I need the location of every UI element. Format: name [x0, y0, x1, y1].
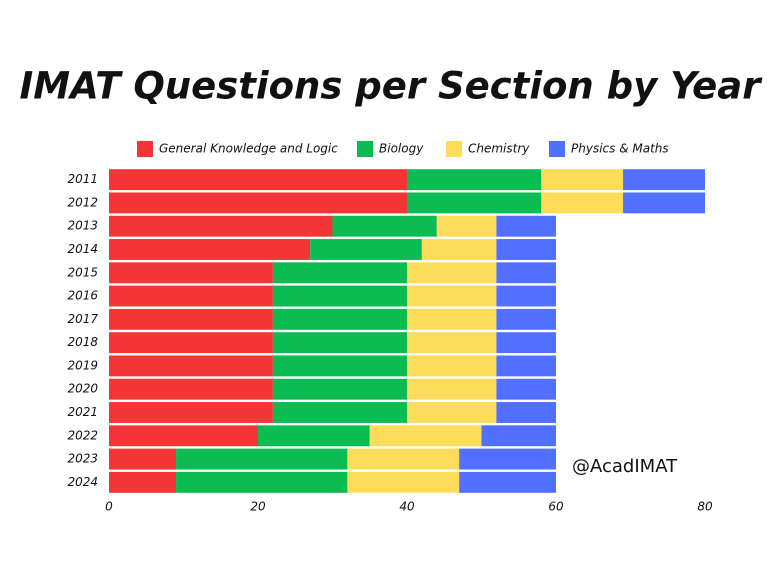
- bar-segment: [176, 448, 348, 470]
- bar-segment: [407, 332, 497, 354]
- y-tick-label: 2021: [67, 405, 98, 419]
- bar-segment: [109, 239, 311, 260]
- legend-label: Biology: [379, 142, 424, 156]
- bar-segment: [176, 471, 348, 493]
- bar-segment: [407, 378, 497, 400]
- bar-segment: [623, 192, 705, 214]
- bar-segment: [272, 355, 407, 377]
- legend-swatch: [549, 141, 565, 157]
- bar-segment: [332, 215, 437, 237]
- legend-label: Physics & Maths: [571, 142, 669, 156]
- bar-segment: [496, 262, 556, 284]
- legend-swatch: [446, 141, 462, 157]
- bar-segment: [272, 402, 407, 423]
- bar-segment: [623, 169, 705, 191]
- bar-segment: [109, 471, 177, 493]
- bar-segment: [272, 285, 407, 307]
- bar-segment: [496, 285, 556, 307]
- y-tick-label: 2023: [67, 452, 98, 466]
- x-tick-label: 60: [548, 500, 564, 514]
- bar-segment: [109, 262, 273, 284]
- bar-segment: [109, 192, 407, 214]
- bar-segment: [272, 308, 407, 330]
- bar-segment: [272, 378, 407, 400]
- bar-segment: [258, 425, 370, 447]
- bar-segment: [347, 448, 460, 470]
- x-tick-label: 0: [105, 500, 113, 514]
- bar-segment: [407, 285, 497, 307]
- y-tick-label: 2024: [67, 475, 98, 489]
- y-tick-label: 2012: [67, 195, 98, 209]
- bar-segment: [407, 308, 497, 330]
- bar-segment: [459, 471, 556, 493]
- bar-segment: [109, 448, 177, 470]
- x-tick-label: 20: [250, 500, 266, 514]
- bar-segment: [109, 332, 273, 354]
- x-tick-label: 40: [399, 500, 415, 514]
- bar-segment: [407, 169, 542, 191]
- bar-segment: [496, 215, 556, 237]
- x-tick-label: 80: [697, 500, 713, 514]
- bar-segment: [109, 169, 407, 191]
- bar-segment: [272, 332, 407, 354]
- bar-segment: [272, 262, 407, 284]
- y-tick-label: 2022: [67, 428, 98, 442]
- bar-segment: [407, 402, 497, 423]
- bar-segment: [496, 402, 556, 423]
- y-tick-label: 2019: [67, 358, 98, 372]
- y-tick-label: 2011: [67, 172, 98, 186]
- bar-segment: [407, 262, 497, 284]
- bar-segment: [347, 471, 460, 493]
- legend-swatch: [357, 141, 373, 157]
- annotation: @AcadIMAT: [572, 456, 678, 477]
- bar-segment: [109, 378, 273, 400]
- y-tick-label: 2013: [67, 219, 98, 233]
- bar-segment: [109, 215, 333, 237]
- legend-label: Chemistry: [468, 142, 530, 156]
- y-tick-label: 2020: [67, 382, 98, 396]
- bar-segment: [109, 285, 273, 307]
- legend-label: General Knowledge and Logic: [159, 142, 338, 156]
- bar-segment: [109, 425, 258, 447]
- bar-segment: [109, 308, 273, 330]
- y-tick-label: 2015: [67, 265, 98, 279]
- bar-segment: [496, 239, 556, 260]
- y-tick-label: 2018: [67, 335, 98, 349]
- chart-title: IMAT Questions per Section by Year: [20, 65, 764, 108]
- bar-segment: [436, 215, 497, 237]
- y-tick-label: 2014: [67, 242, 98, 256]
- bar-segment: [496, 308, 556, 330]
- bar-segment: [109, 355, 273, 377]
- y-tick-label: 2017: [67, 312, 98, 326]
- bar-segment: [481, 425, 556, 447]
- bar-segment: [541, 169, 624, 191]
- bar-segment: [459, 448, 556, 470]
- bar-segment: [496, 378, 556, 400]
- bar-segment: [496, 355, 556, 377]
- legend-swatch: [137, 141, 153, 157]
- bar-segment: [407, 355, 497, 377]
- bar-segment: [541, 192, 624, 214]
- bar-segment: [421, 239, 497, 260]
- bar-segment: [310, 239, 422, 260]
- bar-segment: [369, 425, 482, 447]
- bar-segment: [496, 332, 556, 354]
- bar-segment: [109, 402, 273, 423]
- bar-segment: [407, 192, 542, 214]
- y-tick-label: 2016: [67, 289, 98, 303]
